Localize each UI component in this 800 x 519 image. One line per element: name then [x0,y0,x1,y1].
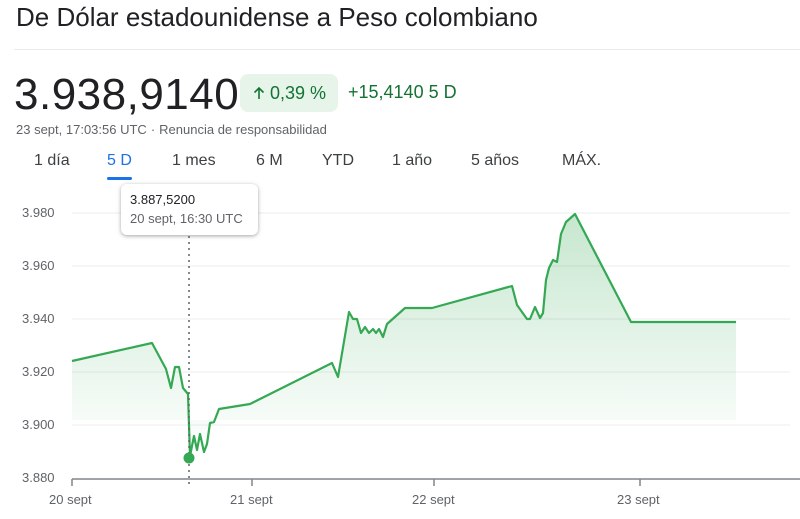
tab-6-months[interactable]: 6 M [256,152,283,169]
x-tick-label: 20 sept [49,492,92,507]
arrow-up-icon [253,86,265,99]
y-tick-label: 3.900 [22,417,55,432]
change-absolute: +15,4140 5 D [348,82,457,102]
price-meta: 23 sept, 17:03:56 UTC · Renuncia de respon… [16,122,327,137]
tab-5-years[interactable]: 5 años [471,152,520,169]
timestamp: 23 sept, 17:03:56 UTC [16,122,147,137]
tab-1-day[interactable]: 1 día [34,152,70,169]
meta-separator: · [150,122,156,137]
x-axis [71,478,800,486]
tooltip-time: 20 sept, 16:30 UTC [130,211,243,226]
title-divider [14,49,800,50]
x-tick-label: 22 sept [412,492,455,507]
y-tick-label: 3.980 [22,205,55,220]
y-tick-label: 3.880 [22,470,55,485]
y-tick-label: 3.920 [22,364,55,379]
disclaimer-link[interactable]: Renuncia de responsabilidad [159,122,327,137]
area-fill [72,214,736,456]
y-tick-label: 3.940 [22,311,55,326]
current-price: 3.938,9140 [14,70,240,119]
x-tick-label: 23 sept [617,492,660,507]
page-title: De Dólar estadounidense a Peso colombian… [16,2,538,32]
tab-1-month[interactable]: 1 mes [172,152,216,169]
chart-tooltip: 3.887,5200 20 sept, 16:30 UTC [121,184,258,235]
x-tick-label: 21 sept [230,492,273,507]
tab-5-days[interactable]: 5 D [107,152,132,180]
tooltip-value: 3.887,5200 [130,192,196,207]
change-percent-badge: 0,39 % [240,74,339,112]
tab-1-year[interactable]: 1 año [392,152,433,169]
change-percent: 0,39 % [270,82,327,103]
hover-point [183,452,195,464]
tab-max[interactable]: MÁX. [562,152,602,169]
tab-ytd[interactable]: YTD [322,152,354,169]
y-tick-label: 3.960 [22,258,55,273]
